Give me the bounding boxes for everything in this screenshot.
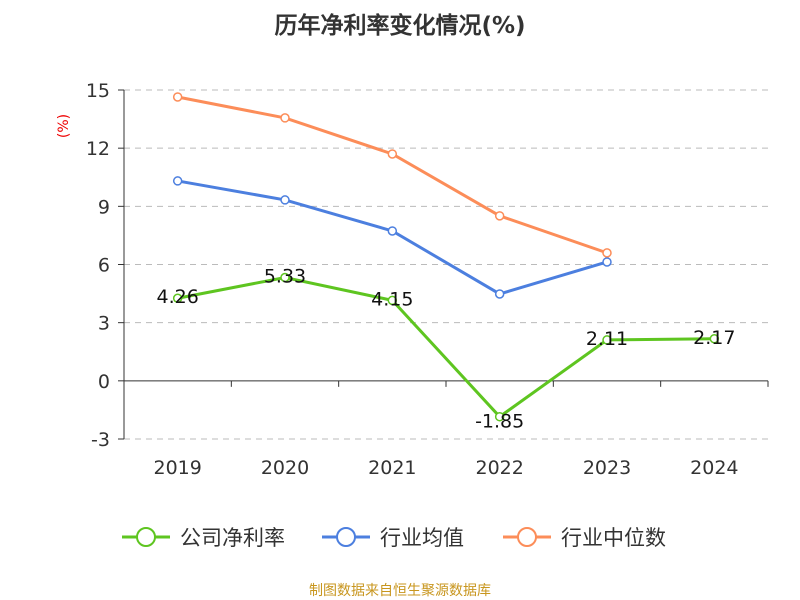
x-tick-label: 2019 bbox=[153, 457, 201, 479]
x-tick-label: 2023 bbox=[583, 457, 631, 479]
legend-marker bbox=[336, 527, 356, 547]
source-note: 制图数据来自恒生聚源数据库 bbox=[309, 583, 491, 599]
data-point bbox=[280, 195, 290, 205]
x-tick-label: 2020 bbox=[261, 457, 309, 479]
series-line bbox=[177, 275, 715, 419]
y-tick-label: 9 bbox=[98, 196, 110, 218]
data-point bbox=[280, 272, 290, 283]
y-tick-label: 12 bbox=[86, 138, 110, 160]
x-tick-label: 2022 bbox=[475, 457, 523, 479]
y-tick-label: 3 bbox=[98, 313, 110, 335]
x-tick-label: 2021 bbox=[368, 457, 416, 479]
data-point bbox=[602, 335, 612, 345]
y-tick-label: 6 bbox=[98, 255, 110, 277]
data-label: 2.11 bbox=[586, 328, 628, 350]
legend-label: 行业均值 bbox=[380, 526, 464, 550]
data-point bbox=[602, 248, 612, 258]
data-point bbox=[494, 411, 505, 422]
data-label: 4.26 bbox=[157, 286, 199, 308]
legend-label: 行业中位数 bbox=[561, 526, 666, 550]
data-label: 5.33 bbox=[264, 265, 306, 287]
data-point bbox=[387, 226, 398, 236]
x-tick-label: 2024 bbox=[690, 457, 738, 479]
legend-marker bbox=[517, 527, 537, 547]
data-label: 2.17 bbox=[693, 327, 735, 349]
data-point bbox=[602, 257, 612, 267]
y-axis-label: (%) bbox=[56, 114, 72, 138]
legend-label: 公司净利率 bbox=[180, 526, 285, 550]
data-point bbox=[172, 293, 183, 303]
data-point bbox=[709, 334, 720, 344]
data-point bbox=[494, 289, 505, 299]
data-point bbox=[172, 176, 183, 186]
y-tick-label: -3 bbox=[91, 429, 110, 451]
series-line bbox=[177, 179, 608, 296]
legend-marker bbox=[136, 527, 156, 547]
data-point bbox=[172, 92, 183, 102]
data-point bbox=[494, 211, 505, 221]
data-label: 4.15 bbox=[371, 288, 413, 310]
chart-title: 历年净利率变化情况(%) bbox=[274, 12, 525, 39]
data-label: -1.85 bbox=[475, 411, 524, 433]
y-tick-label: 0 bbox=[98, 371, 110, 393]
data-point bbox=[280, 113, 290, 123]
y-tick-label: 15 bbox=[86, 80, 110, 102]
data-point bbox=[387, 149, 398, 159]
data-point bbox=[387, 295, 398, 306]
